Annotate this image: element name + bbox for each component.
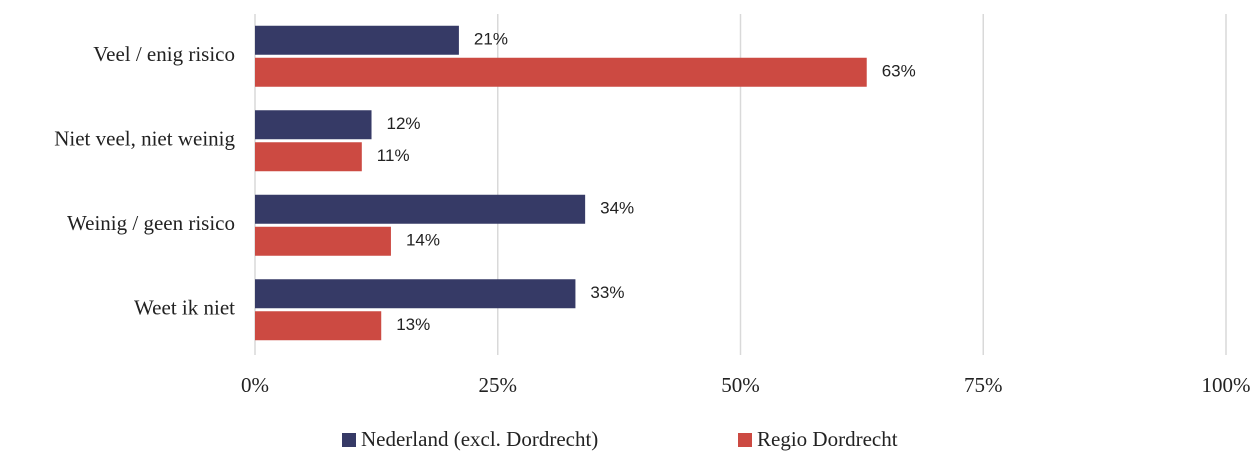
legend-label: Nederland (excl. Dordrecht) — [361, 427, 598, 451]
x-tick-label: 50% — [721, 373, 760, 397]
bar — [255, 279, 576, 309]
legend-swatch — [342, 433, 356, 447]
data-label: 21% — [474, 30, 508, 49]
x-tick-label: 0% — [241, 373, 269, 397]
data-label: 34% — [600, 199, 634, 218]
x-tick-label: 100% — [1202, 373, 1251, 397]
x-tick-label: 25% — [479, 373, 518, 397]
y-tick-label: Veel / enig risico — [93, 42, 235, 66]
legend-swatch — [738, 433, 752, 447]
bar — [255, 25, 459, 55]
y-tick-label: Niet veel, niet weinig — [54, 127, 235, 151]
legend-label: Regio Dordrecht — [757, 427, 898, 451]
bar — [255, 194, 586, 224]
data-label: 13% — [396, 315, 430, 334]
data-label: 33% — [590, 283, 624, 302]
data-label: 12% — [387, 114, 421, 133]
data-label: 63% — [882, 62, 916, 81]
data-label: 11% — [377, 146, 410, 165]
bar — [255, 142, 362, 172]
y-tick-label: Weinig / geen risico — [67, 211, 235, 235]
bar — [255, 226, 391, 256]
data-label: 14% — [406, 231, 440, 250]
bar — [255, 57, 867, 87]
bar — [255, 311, 382, 341]
y-tick-label: Weet ik niet — [134, 296, 235, 320]
x-tick-label: 75% — [964, 373, 1003, 397]
bar — [255, 110, 372, 140]
